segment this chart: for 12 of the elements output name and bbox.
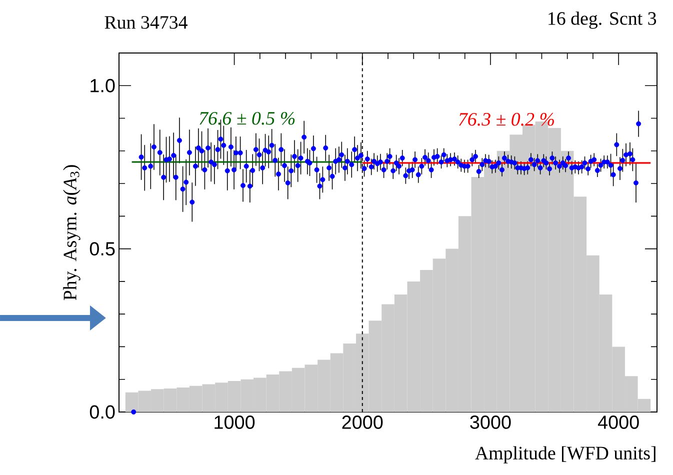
x-tick-label: 3000 <box>470 416 511 429</box>
series-label: 76.3 ± 0.2 % <box>459 112 554 126</box>
x-tick-label: 4000 <box>598 416 639 429</box>
y-tick-label: 0.5 <box>90 242 115 256</box>
y-tick-label: 1.0 <box>90 78 115 92</box>
y-tick-label: 0.0 <box>90 405 115 419</box>
series-label: 76.6 ± 0.5 % <box>200 112 295 125</box>
x-tick-label: 1000 <box>214 416 255 429</box>
x-tick-label: 2000 <box>342 416 383 429</box>
chart-subtitle: 16 deg. Scnt 3 <box>548 12 656 29</box>
chart-title: Run 34734 <box>104 16 188 29</box>
x-axis-title: Amplitude [WFD units] <box>475 446 656 464</box>
